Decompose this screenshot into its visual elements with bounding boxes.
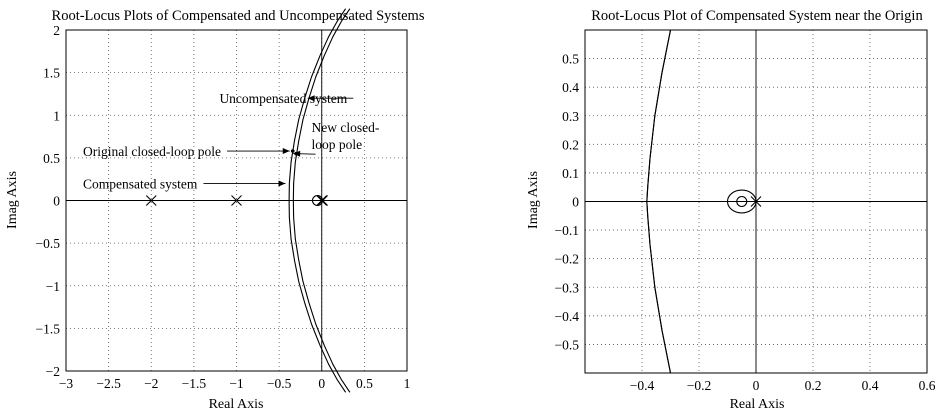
annotation-label: Compensated system	[83, 176, 198, 191]
y-tick-label: −0.3	[555, 280, 580, 295]
chart1-grid	[66, 30, 407, 371]
y-tick-label: −0.5	[36, 236, 61, 251]
annotation-label: Original closed-loop pole	[83, 144, 221, 159]
x-tick-label: −1.5	[182, 376, 207, 391]
y-tick-label: −1	[46, 279, 60, 294]
chart2-y-tick-labels: −0.5 −0.4 −0.3 −0.2 −0.1 0 0.1 0.2 0.3 0.4 0.5	[555, 52, 580, 353]
x-tick-label: −1	[229, 376, 243, 391]
y-tick-label: −0.2	[555, 252, 580, 267]
y-tick-label: 1.5	[43, 66, 60, 81]
x-tick-label: −2	[144, 376, 158, 391]
y-tick-label: −0.1	[555, 223, 580, 238]
chart2-poles-zeros	[736, 195, 762, 208]
x-tick-label: 0.4	[862, 378, 879, 393]
y-tick-label: 0.2	[562, 137, 579, 152]
x-tick-label: 0.6	[919, 378, 936, 393]
chart2-x-axis-label: Real Axis	[730, 397, 785, 412]
y-tick-label: 0.1	[562, 166, 579, 181]
y-tick-label: 1	[53, 108, 60, 123]
x-tick-label: −0.5	[267, 376, 292, 391]
x-tick-label: 1	[404, 376, 411, 391]
y-tick-label: −1.5	[36, 321, 61, 336]
closed-loop-pole-marker	[290, 149, 295, 153]
y-tick-label: 2	[53, 23, 60, 38]
y-tick-label: −2	[46, 364, 60, 379]
locus-branch-2	[292, 200, 351, 393]
y-tick-label: 0	[53, 194, 60, 209]
y-tick-label: −0.5	[555, 337, 580, 352]
compensated-near-origin-chart: Root-Locus Plot of Compensated System ne…	[526, 8, 936, 412]
pole-marker	[750, 196, 762, 207]
annotation-label: Uncompensated system	[219, 91, 347, 106]
x-tick-label: 0	[753, 378, 760, 393]
x-tick-label: 0	[318, 376, 325, 391]
chart1-x-axis-label: Real Axis	[209, 397, 264, 412]
chart2-x-tick-labels: −0.4 −0.2 0 0.2 0.4 0.6	[630, 378, 936, 393]
annotation-arrowhead	[282, 148, 290, 155]
annotation-arrowhead	[307, 95, 315, 102]
chart1-title: Root-Locus Plots of Compensated and Unco…	[52, 8, 425, 24]
x-tick-label: −2.5	[96, 376, 121, 391]
pole-marker	[145, 195, 157, 206]
x-tick-label: −0.2	[687, 378, 712, 393]
annotation-label: loop pole	[312, 137, 363, 152]
locus-branch-1	[288, 200, 347, 393]
x-tick-label: 0.5	[356, 376, 373, 391]
chart1-y-tick-labels: −2 −1.5 −1 −0.5 0 0.5 1 1.5 2	[36, 23, 61, 379]
annotation-arrowhead	[293, 150, 301, 157]
annotation-arrowhead	[278, 180, 286, 187]
x-tick-label: −0.4	[630, 378, 655, 393]
locus-branch-1	[646, 29, 672, 374]
compensated-vs-uncompensated-chart: Root-Locus Plots of Compensated and Unco…	[5, 8, 425, 412]
y-tick-label: 0.3	[562, 109, 579, 124]
x-tick-label: −3	[59, 376, 74, 391]
y-tick-label: −0.4	[555, 309, 580, 324]
zero-marker	[311, 194, 324, 207]
x-tick-label: 0.2	[805, 378, 822, 393]
chart2-title: Root-Locus Plot of Compensated System ne…	[591, 8, 923, 24]
locus-branch-1	[288, 8, 347, 201]
chart1-plot-frame	[65, 29, 408, 372]
chart1-x-tick-labels: −3 −2.5 −2 −1.5 −1 −0.5 0 0.5 1	[59, 376, 411, 391]
y-tick-label: 0	[572, 195, 579, 210]
chart2-y-axis-label: Imag Axis	[526, 171, 541, 229]
pole-marker	[316, 195, 328, 206]
pole-marker	[231, 195, 242, 206]
y-tick-label: 0.5	[562, 52, 579, 67]
y-tick-label: 0.4	[562, 80, 579, 95]
zero-marker	[736, 195, 748, 208]
chart1-annotations: Uncompensated system Original closed-loop…	[83, 91, 380, 191]
chart1-y-axis-label: Imag Axis	[5, 171, 20, 229]
annotation-label: New closed-	[312, 120, 380, 135]
chart2-plot-frame	[584, 29, 928, 374]
y-tick-label: 0.5	[43, 151, 60, 166]
